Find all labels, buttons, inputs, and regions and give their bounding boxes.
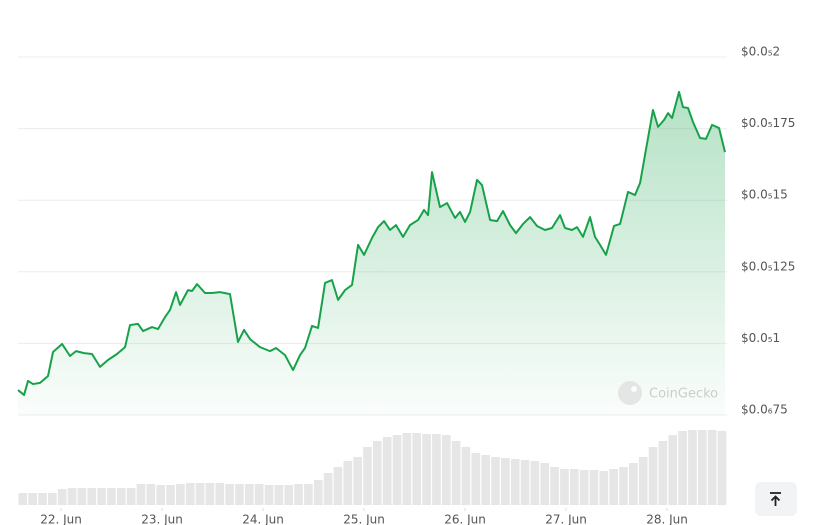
volume-bar bbox=[569, 469, 579, 505]
volume-bar bbox=[363, 447, 372, 505]
watermark-logo-eye bbox=[631, 386, 637, 392]
volume-bar bbox=[244, 484, 254, 505]
volume-bar bbox=[264, 485, 274, 505]
x-tick-label: 27. Jun bbox=[545, 513, 587, 525]
volume-bar bbox=[67, 488, 77, 505]
volume-bar bbox=[304, 484, 313, 505]
volume-bar bbox=[28, 493, 37, 505]
volume-bar bbox=[235, 484, 244, 505]
volume-bar bbox=[501, 458, 510, 505]
volume-bar bbox=[510, 459, 520, 505]
axes: $0.0₅2 $0.0₅175 $0.0₅15 $0.0₅125 $0.0₅1 $0.0₆… bbox=[40, 45, 795, 525]
volume-bar bbox=[156, 485, 166, 505]
volume-bar bbox=[77, 488, 87, 505]
volume-bar bbox=[18, 493, 28, 505]
volume-bar bbox=[432, 434, 441, 505]
watermark: CoinGecko bbox=[618, 381, 718, 405]
volume-bar bbox=[38, 493, 47, 505]
volume-bar bbox=[471, 453, 481, 505]
volume-bar bbox=[402, 433, 412, 505]
volume-bars bbox=[18, 430, 727, 505]
volume-bar bbox=[668, 435, 678, 505]
volume-bar bbox=[560, 469, 569, 505]
x-tick-label: 28. Jun bbox=[646, 513, 688, 525]
volume-bar bbox=[87, 488, 97, 505]
volume-bar bbox=[116, 488, 126, 505]
volume-bar bbox=[550, 467, 559, 505]
volume-bar bbox=[540, 463, 550, 505]
y-tick-label: $0.0₆75 bbox=[741, 403, 788, 417]
price-line bbox=[17, 90, 726, 396]
volume-bar bbox=[215, 483, 225, 505]
volume-bar bbox=[717, 431, 727, 505]
volume-bar bbox=[451, 441, 461, 505]
volume-bar bbox=[609, 469, 618, 505]
volume-bar bbox=[589, 470, 599, 505]
volume-bar bbox=[658, 441, 668, 505]
y-tick-label: $0.0₅2 bbox=[741, 45, 780, 59]
volume-bar bbox=[97, 488, 106, 505]
volume-bar bbox=[107, 488, 116, 505]
y-tick-label: $0.0₅15 bbox=[741, 188, 788, 202]
x-tick-label: 24. Jun bbox=[242, 513, 284, 525]
watermark-text: CoinGecko bbox=[649, 387, 718, 402]
volume-bar bbox=[166, 485, 175, 505]
volume-bar bbox=[688, 430, 697, 505]
volume-bar bbox=[678, 431, 687, 505]
volume-bar bbox=[323, 473, 333, 505]
volume-bar bbox=[619, 467, 628, 505]
volume-bar bbox=[333, 467, 343, 505]
volume-bar bbox=[579, 470, 589, 505]
watermark-logo bbox=[618, 381, 642, 405]
volume-bar bbox=[382, 437, 392, 505]
volume-bar bbox=[412, 433, 422, 505]
volume-bar bbox=[599, 471, 609, 505]
volume-bar bbox=[294, 484, 303, 505]
price-area bbox=[18, 91, 725, 415]
volume-bar bbox=[205, 483, 215, 505]
volume-bar bbox=[48, 493, 57, 505]
volume-bar bbox=[274, 485, 284, 505]
volume-bar bbox=[57, 489, 67, 505]
volume-bar bbox=[146, 484, 156, 505]
plot bbox=[17, 90, 726, 415]
volume-bar bbox=[422, 434, 431, 505]
volume-bar bbox=[530, 461, 540, 505]
volume-bar bbox=[648, 447, 658, 505]
volume-bar bbox=[313, 480, 323, 505]
volume-bar bbox=[481, 455, 490, 505]
volume-bar bbox=[441, 435, 451, 505]
x-tick-label: 25. Jun bbox=[343, 513, 385, 525]
volume-bar bbox=[185, 483, 195, 505]
volume-bar bbox=[126, 488, 136, 505]
volume-bar bbox=[284, 485, 294, 505]
y-tick-label: $0.0₅1 bbox=[741, 331, 780, 345]
volume-bar bbox=[254, 484, 264, 505]
volume-bar bbox=[195, 483, 205, 505]
volume-bar bbox=[520, 460, 530, 505]
volume-bar bbox=[491, 457, 500, 505]
x-tick-label: 23. Jun bbox=[141, 513, 183, 525]
volume-bar bbox=[638, 457, 648, 505]
volume-bar bbox=[392, 435, 402, 505]
button-icon-arrow bbox=[770, 495, 781, 506]
volume-bar bbox=[697, 430, 707, 505]
volume-bar bbox=[353, 457, 362, 505]
volume-bar bbox=[343, 461, 353, 505]
volume-bar bbox=[629, 463, 638, 505]
volume-bar bbox=[225, 484, 234, 505]
x-tick-label: 26. Jun bbox=[444, 513, 486, 525]
volume-bar bbox=[373, 441, 382, 505]
volume-bar bbox=[707, 430, 717, 505]
y-tick-label: $0.0₅125 bbox=[741, 259, 795, 273]
volume-bar bbox=[136, 484, 146, 505]
back-to-top-button[interactable] bbox=[755, 482, 797, 516]
volume-bar bbox=[176, 484, 185, 505]
volume-bar bbox=[461, 447, 471, 505]
y-tick-label: $0.0₅175 bbox=[741, 116, 795, 130]
x-tick-label: 22. Jun bbox=[40, 513, 82, 525]
